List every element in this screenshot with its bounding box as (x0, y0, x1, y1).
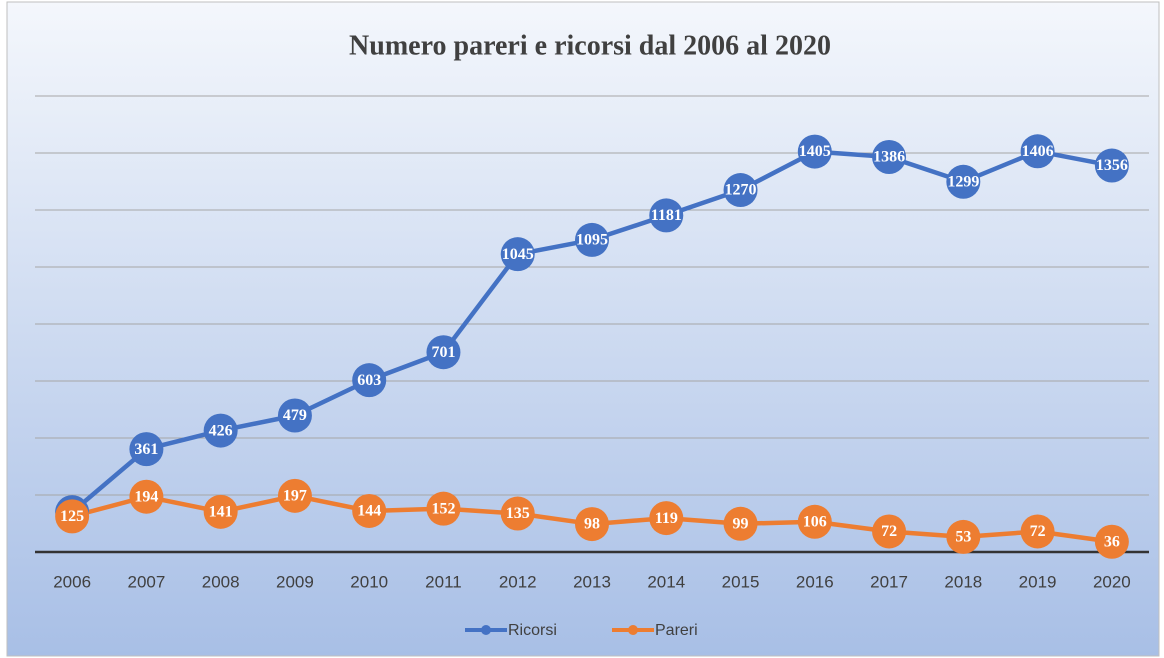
x-tick-label: 2009 (276, 572, 314, 591)
data-label: 426 (209, 422, 233, 439)
data-point (872, 514, 907, 549)
data-point (649, 501, 684, 536)
data-label: 1270 (725, 182, 757, 199)
data-label: 603 (357, 372, 381, 389)
data-point (723, 173, 758, 208)
data-label: 98 (584, 516, 600, 533)
data-point (277, 398, 312, 433)
x-tick-label: 2016 (796, 572, 834, 591)
data-point (277, 478, 312, 513)
data-point (352, 493, 387, 528)
x-tick-label: 2018 (944, 572, 982, 591)
data-point (203, 494, 238, 529)
chart-title: Numero pareri e ricorsi dal 2006 al 2020 (349, 30, 831, 61)
data-point (872, 139, 907, 174)
data-label: 1045 (502, 246, 534, 263)
data-label: 53 (955, 529, 971, 546)
data-point (500, 237, 535, 272)
x-tick-label: 2010 (350, 572, 388, 591)
data-point (500, 496, 535, 531)
data-label: 1386 (873, 149, 905, 166)
data-label: 72 (881, 523, 897, 540)
data-label: 141 (209, 503, 233, 520)
x-tick-label: 2011 (425, 572, 462, 591)
x-tick-label: 2007 (127, 572, 165, 591)
data-point (1094, 524, 1129, 559)
data-label: 479 (283, 407, 307, 424)
data-label: 99 (733, 515, 749, 532)
chart-background (6, 1, 1160, 657)
data-label: 144 (357, 503, 381, 520)
data-point (203, 413, 238, 448)
data-label: 1095 (576, 232, 608, 249)
data-label: 36 (1104, 533, 1120, 550)
data-label: 197 (283, 488, 307, 505)
x-tick-label: 2014 (647, 572, 685, 591)
data-label: 72 (1030, 523, 1046, 540)
legend-marker (481, 625, 491, 635)
data-label: 106 (803, 513, 827, 530)
x-tick-label: 2012 (499, 572, 537, 591)
data-label: 194 (134, 488, 158, 505)
data-label: 135 (506, 505, 530, 522)
data-point (575, 507, 609, 542)
data-label: 119 (655, 510, 678, 527)
data-label: 1406 (1022, 143, 1054, 160)
data-point (1094, 148, 1129, 183)
data-point (797, 134, 832, 169)
data-label: 1356 (1096, 157, 1128, 174)
data-point (1020, 134, 1055, 169)
data-point (946, 519, 981, 554)
x-tick-label: 2013 (573, 572, 611, 591)
data-point (352, 363, 387, 398)
data-point (426, 491, 461, 526)
x-tick-label: 2017 (870, 572, 908, 591)
x-tick-label: 2019 (1019, 572, 1057, 591)
data-point (426, 335, 461, 370)
data-point (723, 506, 758, 541)
data-point (797, 504, 832, 539)
data-label: 1299 (947, 173, 979, 190)
data-label: 125 (60, 508, 84, 525)
data-label: 152 (431, 500, 455, 517)
data-point (129, 479, 164, 514)
x-tick-label: 2008 (202, 572, 240, 591)
data-point (55, 499, 90, 534)
legend-label: Pareri (655, 622, 698, 639)
data-point (575, 222, 609, 257)
data-label: 1405 (799, 143, 831, 160)
legend-label: Ricorsi (508, 622, 557, 639)
data-point (946, 164, 981, 199)
x-tick-label: 2020 (1093, 572, 1131, 591)
x-tick-label: 2015 (722, 572, 760, 591)
data-label: 1181 (651, 207, 682, 224)
legend-marker (628, 625, 638, 635)
x-tick-label: 2006 (53, 572, 91, 591)
data-label: 361 (134, 441, 158, 458)
data-point (1020, 514, 1055, 549)
data-point (649, 198, 684, 233)
data-point (129, 432, 164, 467)
data-label: 701 (431, 344, 455, 361)
